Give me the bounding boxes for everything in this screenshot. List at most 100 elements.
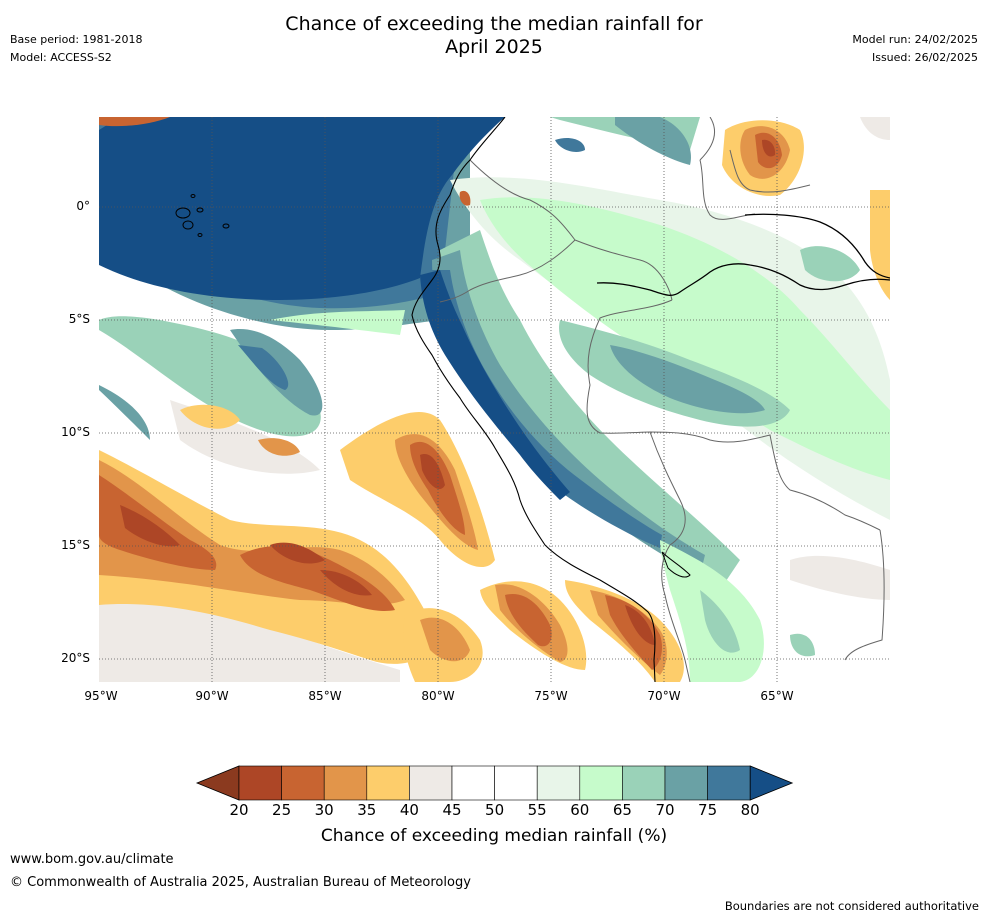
colorbar-swatch-25-30 bbox=[281, 765, 325, 801]
galapagos-islands bbox=[175, 194, 230, 237]
contour-band-75-80-west bbox=[238, 345, 289, 390]
lon-label-90w: 90°W bbox=[195, 689, 229, 703]
contour-band-75-80-interior-a bbox=[610, 345, 765, 414]
contour-band-30-35-nw-spot bbox=[258, 438, 300, 456]
colorbar-swatch-60-65 bbox=[579, 765, 623, 801]
colorbar-swatch-35-40 bbox=[366, 765, 410, 801]
coastline-pacific bbox=[411, 117, 656, 682]
contour-band-25-30-andes bbox=[605, 595, 663, 670]
contour-band-25-30-mid-south bbox=[240, 545, 395, 611]
footer-copyright: © Commonwealth of Australia 2025, Austra… bbox=[10, 875, 471, 890]
contour-band-70-75-se-spot bbox=[790, 633, 815, 657]
graticule bbox=[99, 117, 890, 682]
colorbar-swatch-50-55 bbox=[494, 765, 538, 801]
lon-label-95w: 95°W bbox=[84, 689, 118, 703]
river-amazon bbox=[596, 263, 890, 296]
boundary-bolivia-brazil bbox=[649, 431, 881, 531]
contour-band-20-25-mid-b bbox=[320, 570, 372, 596]
boundary-colombia-brazil bbox=[574, 239, 673, 301]
colorbar-swatch-30-35 bbox=[323, 765, 368, 801]
footer-disclaimer: Boundaries are not considered authoritat… bbox=[724, 899, 979, 913]
colorbar-extend-low bbox=[195, 765, 240, 801]
contour-band-70-75-far-west bbox=[99, 385, 150, 440]
boundary-ecuador-peru bbox=[439, 239, 576, 303]
title-line-1: Chance of exceeding the median rainfall … bbox=[285, 13, 703, 35]
contour-band-20-25-mid bbox=[270, 542, 325, 564]
colorbar bbox=[195, 765, 794, 801]
colorbar-tick-25: 25 bbox=[272, 801, 292, 819]
contour-band-20-25-central bbox=[420, 454, 445, 490]
colorbar-extend-high bbox=[749, 765, 794, 801]
contour-band-80-plus-nw bbox=[99, 117, 505, 300]
island-san-cristobal bbox=[222, 223, 230, 229]
colorbar-swatch-45-50 bbox=[451, 765, 495, 801]
contour-band-70-75-coastal bbox=[432, 250, 705, 575]
contour-band-20-25-west bbox=[120, 505, 180, 547]
colorbar-tick-75: 75 bbox=[698, 801, 718, 819]
colorbar-tick-50: 50 bbox=[485, 801, 505, 819]
metadata-left: Base period: 1981-2018 Model: ACCESS-S2 bbox=[10, 31, 142, 67]
colorbar-tick-55: 55 bbox=[527, 801, 547, 819]
coastline-lake-titicaca bbox=[661, 551, 691, 578]
colorbar-tick-70: 70 bbox=[655, 801, 675, 819]
contour-band-65-70-west bbox=[99, 316, 321, 437]
colorbar-swatch-65-70 bbox=[622, 765, 666, 801]
island-isabela bbox=[175, 207, 191, 219]
colorbar-swatch-75-80 bbox=[707, 765, 751, 801]
contour-band-80-plus-north-spot bbox=[555, 138, 585, 152]
lat-label-20s: 20°S bbox=[61, 651, 90, 665]
contour-band-70-75-southeast bbox=[700, 590, 740, 653]
boundary-peru-brazil bbox=[586, 299, 673, 434]
contour-band-20-25-ne bbox=[762, 139, 776, 157]
model-run-text: Model run: 24/02/2025 bbox=[852, 33, 978, 46]
contour-band-75-80-north bbox=[615, 117, 691, 165]
boundary-peru-bolivia bbox=[649, 431, 686, 596]
metadata-right: Model run: 24/02/2025 Issued: 26/02/2025 bbox=[852, 31, 978, 67]
boundary-venezuela bbox=[729, 149, 811, 193]
contour-band-35-40-nw-spot bbox=[180, 404, 240, 429]
contour-band-40-45-ne bbox=[860, 117, 890, 140]
boundary-venezuela-colombia bbox=[699, 117, 715, 161]
issued-text: Issued: 26/02/2025 bbox=[871, 51, 978, 64]
colorbar-swatch-70-75 bbox=[664, 765, 708, 801]
contour-band-80-plus-coastal bbox=[420, 270, 570, 500]
contour-band-20-25-andes bbox=[625, 605, 655, 645]
lat-label-15s: 15°S bbox=[61, 538, 90, 552]
colorbar-swatch-55-60 bbox=[536, 765, 581, 801]
lon-label-65w: 65°W bbox=[760, 689, 794, 703]
colorbar-swatch-40-45 bbox=[409, 765, 453, 801]
lat-label-5s: 5°S bbox=[68, 312, 90, 326]
contour-band-40-45-east bbox=[790, 555, 890, 600]
island-floreana bbox=[197, 233, 203, 237]
map-title: Chance of exceeding the median rainfall … bbox=[0, 13, 988, 59]
lon-label-75w: 75°W bbox=[534, 689, 568, 703]
colorbar-tick-60: 60 bbox=[570, 801, 590, 819]
colorbar-tick-35: 35 bbox=[357, 801, 377, 819]
contour-band-25-30-nw bbox=[99, 117, 170, 127]
colorbar-tick-40: 40 bbox=[399, 801, 419, 819]
model-text: Model: ACCESS-S2 bbox=[10, 51, 112, 64]
contour-band-25-30-coast bbox=[505, 594, 552, 647]
island-santa-cruz bbox=[196, 207, 204, 213]
colorbar-label: Chance of exceeding median rainfall (%) bbox=[320, 826, 668, 846]
lat-label-10s: 10°S bbox=[61, 425, 90, 439]
boundary-bolivia-paraguay bbox=[844, 529, 885, 661]
country-boundaries bbox=[439, 117, 885, 682]
island-fernandina bbox=[182, 220, 194, 230]
colorbar-tick-30: 30 bbox=[314, 801, 334, 819]
boundary-colombia-venezuela-south bbox=[699, 159, 756, 220]
colorbar-tick-45: 45 bbox=[442, 801, 462, 819]
colorbar-tick-20: 20 bbox=[229, 801, 249, 819]
colorbar-tick-80: 80 bbox=[740, 801, 760, 819]
colorbar-tick-65: 65 bbox=[612, 801, 632, 819]
boundary-bolivia-chile bbox=[664, 594, 691, 682]
footer-url: www.bom.gov.au/climate bbox=[10, 852, 174, 867]
base-period-text: Base period: 1981-2018 bbox=[10, 33, 143, 46]
river-rio-negro bbox=[744, 213, 890, 279]
contour-band-25-30-spot bbox=[459, 190, 471, 206]
lat-label-0: 0° bbox=[76, 199, 90, 213]
title-line-2: April 2025 bbox=[445, 36, 543, 58]
contour-band-70-75-ne-spot bbox=[800, 246, 860, 282]
island-pinta bbox=[190, 194, 196, 198]
